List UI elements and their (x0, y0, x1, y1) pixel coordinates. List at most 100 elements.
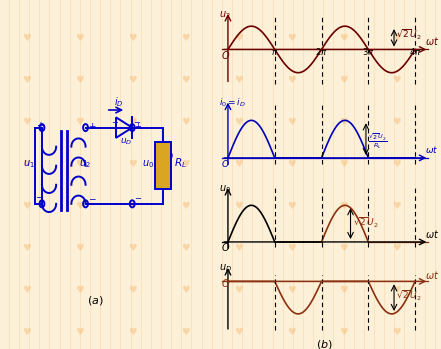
Text: ♥: ♥ (128, 117, 137, 127)
Text: ♥: ♥ (75, 285, 84, 295)
Text: ♥: ♥ (340, 285, 348, 295)
Text: ♥: ♥ (75, 34, 84, 43)
Text: $u_0$: $u_0$ (142, 158, 154, 170)
Text: ♥: ♥ (22, 327, 31, 336)
Text: ♥: ♥ (287, 285, 295, 295)
Text: $O$: $O$ (221, 241, 231, 253)
Text: ♥: ♥ (340, 159, 348, 169)
Text: ♥: ♥ (128, 243, 137, 253)
Text: ♥: ♥ (181, 327, 190, 336)
Text: $4\pi$: $4\pi$ (409, 46, 421, 57)
Text: ♥: ♥ (287, 117, 295, 127)
Text: $u_0$: $u_0$ (219, 183, 231, 195)
Text: ♥: ♥ (340, 201, 348, 211)
Text: −: − (134, 194, 141, 203)
Text: ♥: ♥ (287, 75, 295, 85)
Text: +: + (36, 121, 44, 131)
Text: $u_2$: $u_2$ (219, 9, 231, 21)
Text: ♥: ♥ (181, 117, 190, 127)
Text: ♥: ♥ (287, 201, 295, 211)
Text: ♥: ♥ (22, 75, 31, 85)
Text: ♥: ♥ (340, 243, 348, 253)
Text: ♥: ♥ (234, 117, 243, 127)
Text: $R_L$: $R_L$ (174, 156, 187, 170)
Text: $2\pi$: $2\pi$ (315, 46, 328, 57)
Text: +: + (134, 122, 141, 131)
Text: ♥: ♥ (181, 34, 190, 43)
Text: $\omega t$: $\omega t$ (425, 144, 438, 155)
Text: ♥: ♥ (234, 327, 243, 336)
Text: −: − (88, 194, 95, 203)
Text: +: + (111, 118, 118, 127)
Text: ♥: ♥ (181, 285, 190, 295)
Text: ♥: ♥ (392, 285, 401, 295)
Text: ♥: ♥ (392, 34, 401, 43)
Text: $i_0{=}i_D$: $i_0{=}i_D$ (219, 97, 246, 109)
Text: ♥: ♥ (22, 34, 31, 43)
Text: $i_0$: $i_0$ (166, 147, 174, 161)
Text: ♥: ♥ (75, 243, 84, 253)
Text: $\pi$: $\pi$ (271, 47, 278, 57)
Text: ♥: ♥ (128, 75, 137, 85)
Text: ♥: ♥ (287, 34, 295, 43)
Text: ♥: ♥ (128, 327, 137, 336)
Text: $\omega t$: $\omega t$ (425, 269, 439, 281)
Text: ♥: ♥ (392, 117, 401, 127)
Text: $O$: $O$ (221, 277, 231, 289)
Text: $\sqrt{2}U_2$: $\sqrt{2}U_2$ (396, 289, 422, 303)
Text: ♥: ♥ (234, 34, 243, 43)
Text: $u_D$: $u_D$ (219, 262, 232, 274)
Text: ♥: ♥ (22, 117, 31, 127)
Text: ♥: ♥ (340, 117, 348, 127)
Text: ♥: ♥ (181, 159, 190, 169)
Text: ♥: ♥ (287, 243, 295, 253)
Text: ♥: ♥ (22, 243, 31, 253)
Text: ♥: ♥ (234, 201, 243, 211)
Text: ♥: ♥ (75, 201, 84, 211)
Text: ♥: ♥ (340, 75, 348, 85)
Text: ♥: ♥ (234, 159, 243, 169)
Text: ♥: ♥ (22, 285, 31, 295)
Text: ♥: ♥ (287, 327, 295, 336)
Text: ♥: ♥ (287, 159, 295, 169)
Text: ♥: ♥ (392, 327, 401, 336)
Text: ♥: ♥ (392, 243, 401, 253)
Text: ♥: ♥ (234, 75, 243, 85)
Text: −: − (133, 118, 140, 127)
Text: ♥: ♥ (392, 75, 401, 85)
Text: ♥: ♥ (340, 34, 348, 43)
Text: ♥: ♥ (128, 201, 137, 211)
Text: $\omega t$: $\omega t$ (425, 35, 439, 47)
Text: ♥: ♥ (75, 159, 84, 169)
Text: $\omega t$: $\omega t$ (425, 228, 439, 239)
Text: $O$: $O$ (221, 158, 230, 169)
Text: $(a)$: $(a)$ (87, 294, 104, 307)
Text: ♥: ♥ (181, 201, 190, 211)
Text: $\sqrt{2}U_2$: $\sqrt{2}U_2$ (353, 216, 378, 230)
Text: ♥: ♥ (22, 159, 31, 169)
Text: $u_2$: $u_2$ (79, 158, 91, 170)
Text: ♥: ♥ (128, 159, 137, 169)
Text: $\sqrt{2}U_2$: $\sqrt{2}U_2$ (396, 28, 422, 42)
Text: $u_1$: $u_1$ (22, 158, 34, 170)
Bar (154, 142, 171, 189)
Text: ♥: ♥ (181, 243, 190, 253)
Text: $\frac{\sqrt{2}U_2}{R_L}$: $\frac{\sqrt{2}U_2}{R_L}$ (368, 131, 387, 151)
Text: ♥: ♥ (22, 201, 31, 211)
Text: $(b)$: $(b)$ (316, 338, 333, 349)
Text: ♥: ♥ (234, 243, 243, 253)
Text: ♥: ♥ (340, 327, 348, 336)
Text: $u_D$: $u_D$ (120, 137, 132, 147)
Text: ♥: ♥ (392, 201, 401, 211)
Text: $O$: $O$ (221, 49, 231, 61)
Text: ♥: ♥ (392, 159, 401, 169)
Text: ♥: ♥ (75, 117, 84, 127)
Text: ♥: ♥ (75, 75, 84, 85)
Text: $i_D$: $i_D$ (114, 96, 123, 109)
Text: ♥: ♥ (128, 285, 137, 295)
Text: $3\pi$: $3\pi$ (362, 46, 374, 57)
Text: ♥: ♥ (181, 75, 190, 85)
Text: −: − (36, 193, 44, 203)
Text: ♥: ♥ (128, 34, 137, 43)
Text: ♥: ♥ (75, 327, 84, 336)
